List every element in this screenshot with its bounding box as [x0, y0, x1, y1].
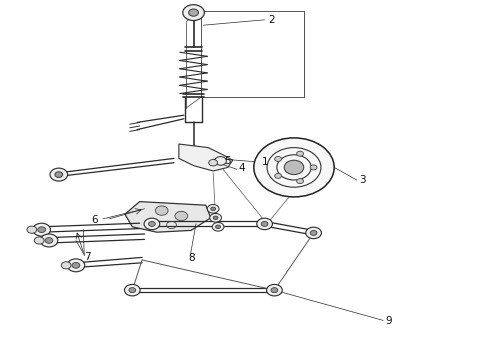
Text: 9: 9: [386, 316, 392, 326]
Circle shape: [27, 226, 37, 233]
Circle shape: [38, 227, 46, 233]
Circle shape: [296, 179, 303, 184]
Text: 8: 8: [189, 253, 196, 264]
Circle shape: [310, 165, 317, 170]
Text: 3: 3: [359, 175, 366, 185]
Circle shape: [45, 238, 53, 243]
Circle shape: [209, 159, 218, 166]
Circle shape: [213, 216, 218, 220]
Text: 7: 7: [84, 252, 91, 262]
Circle shape: [183, 5, 204, 21]
Circle shape: [275, 174, 282, 179]
Text: 4: 4: [238, 163, 245, 174]
Circle shape: [215, 157, 226, 165]
Circle shape: [210, 213, 221, 222]
Circle shape: [254, 138, 334, 197]
Circle shape: [211, 207, 216, 211]
Circle shape: [275, 156, 282, 161]
Circle shape: [310, 230, 317, 235]
Circle shape: [61, 262, 71, 269]
Circle shape: [55, 172, 63, 177]
Circle shape: [189, 9, 198, 16]
Circle shape: [257, 218, 272, 230]
Circle shape: [34, 237, 44, 244]
Circle shape: [124, 284, 140, 296]
Circle shape: [50, 168, 68, 181]
Circle shape: [296, 151, 303, 156]
Circle shape: [284, 160, 304, 175]
Circle shape: [306, 227, 321, 239]
Circle shape: [129, 288, 136, 293]
Circle shape: [271, 288, 278, 293]
Circle shape: [261, 221, 268, 226]
Circle shape: [267, 284, 282, 296]
Text: 5: 5: [224, 156, 231, 166]
Circle shape: [216, 225, 220, 229]
Text: 1: 1: [262, 157, 269, 167]
Circle shape: [148, 221, 155, 226]
Circle shape: [207, 204, 219, 213]
Circle shape: [33, 223, 50, 236]
Polygon shape: [179, 144, 233, 171]
Polygon shape: [125, 202, 211, 232]
Circle shape: [212, 222, 224, 231]
Circle shape: [155, 206, 168, 215]
Text: 6: 6: [91, 215, 98, 225]
Circle shape: [67, 259, 85, 272]
Text: 2: 2: [269, 15, 275, 25]
Circle shape: [72, 262, 80, 268]
Circle shape: [144, 218, 160, 230]
Circle shape: [175, 211, 188, 221]
Circle shape: [40, 234, 58, 247]
